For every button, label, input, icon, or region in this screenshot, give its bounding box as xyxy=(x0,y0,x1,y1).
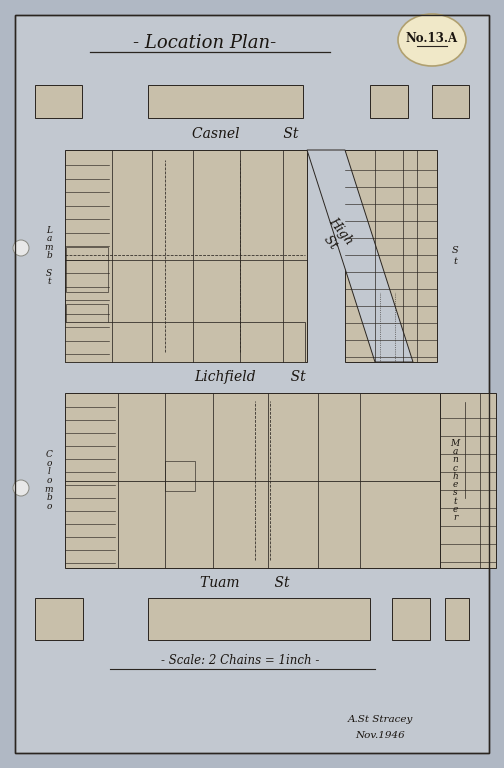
Text: L
a
m
b

S
t: L a m b S t xyxy=(45,226,53,286)
Bar xyxy=(35,85,82,118)
Bar xyxy=(370,85,408,118)
Bar xyxy=(148,85,303,118)
Bar xyxy=(345,150,437,362)
Circle shape xyxy=(13,240,29,256)
Text: A.St Stracey: A.St Stracey xyxy=(347,716,413,724)
Bar xyxy=(66,304,108,332)
Text: High
 St: High St xyxy=(314,215,355,257)
Text: - Scale: 2 Chains = 1inch -: - Scale: 2 Chains = 1inch - xyxy=(161,654,319,667)
Text: Tuam        St: Tuam St xyxy=(200,576,290,590)
Circle shape xyxy=(13,480,29,496)
Bar xyxy=(148,598,370,640)
Text: Lichfield        St: Lichfield St xyxy=(194,370,306,385)
Text: No.13.A: No.13.A xyxy=(406,31,458,45)
Bar xyxy=(66,247,108,292)
Bar xyxy=(35,598,83,640)
Bar xyxy=(65,150,307,362)
Bar xyxy=(440,393,496,568)
Text: Nov.1946: Nov.1946 xyxy=(355,730,405,740)
Bar xyxy=(65,393,440,568)
Text: M
a
n
c
h
e
s
t
e
r: M a n c h e s t e r xyxy=(451,439,460,522)
Bar xyxy=(392,598,430,640)
Text: S
t: S t xyxy=(452,247,458,266)
Bar xyxy=(65,322,305,362)
Bar xyxy=(445,598,469,640)
Polygon shape xyxy=(307,150,413,362)
Text: - Location Plan-: - Location Plan- xyxy=(134,34,277,52)
Ellipse shape xyxy=(398,14,466,66)
Text: C
o
l
o
m
b
o: C o l o m b o xyxy=(45,450,53,511)
Bar xyxy=(432,85,469,118)
Bar xyxy=(165,461,195,491)
Text: Casnel          St: Casnel St xyxy=(192,127,298,141)
